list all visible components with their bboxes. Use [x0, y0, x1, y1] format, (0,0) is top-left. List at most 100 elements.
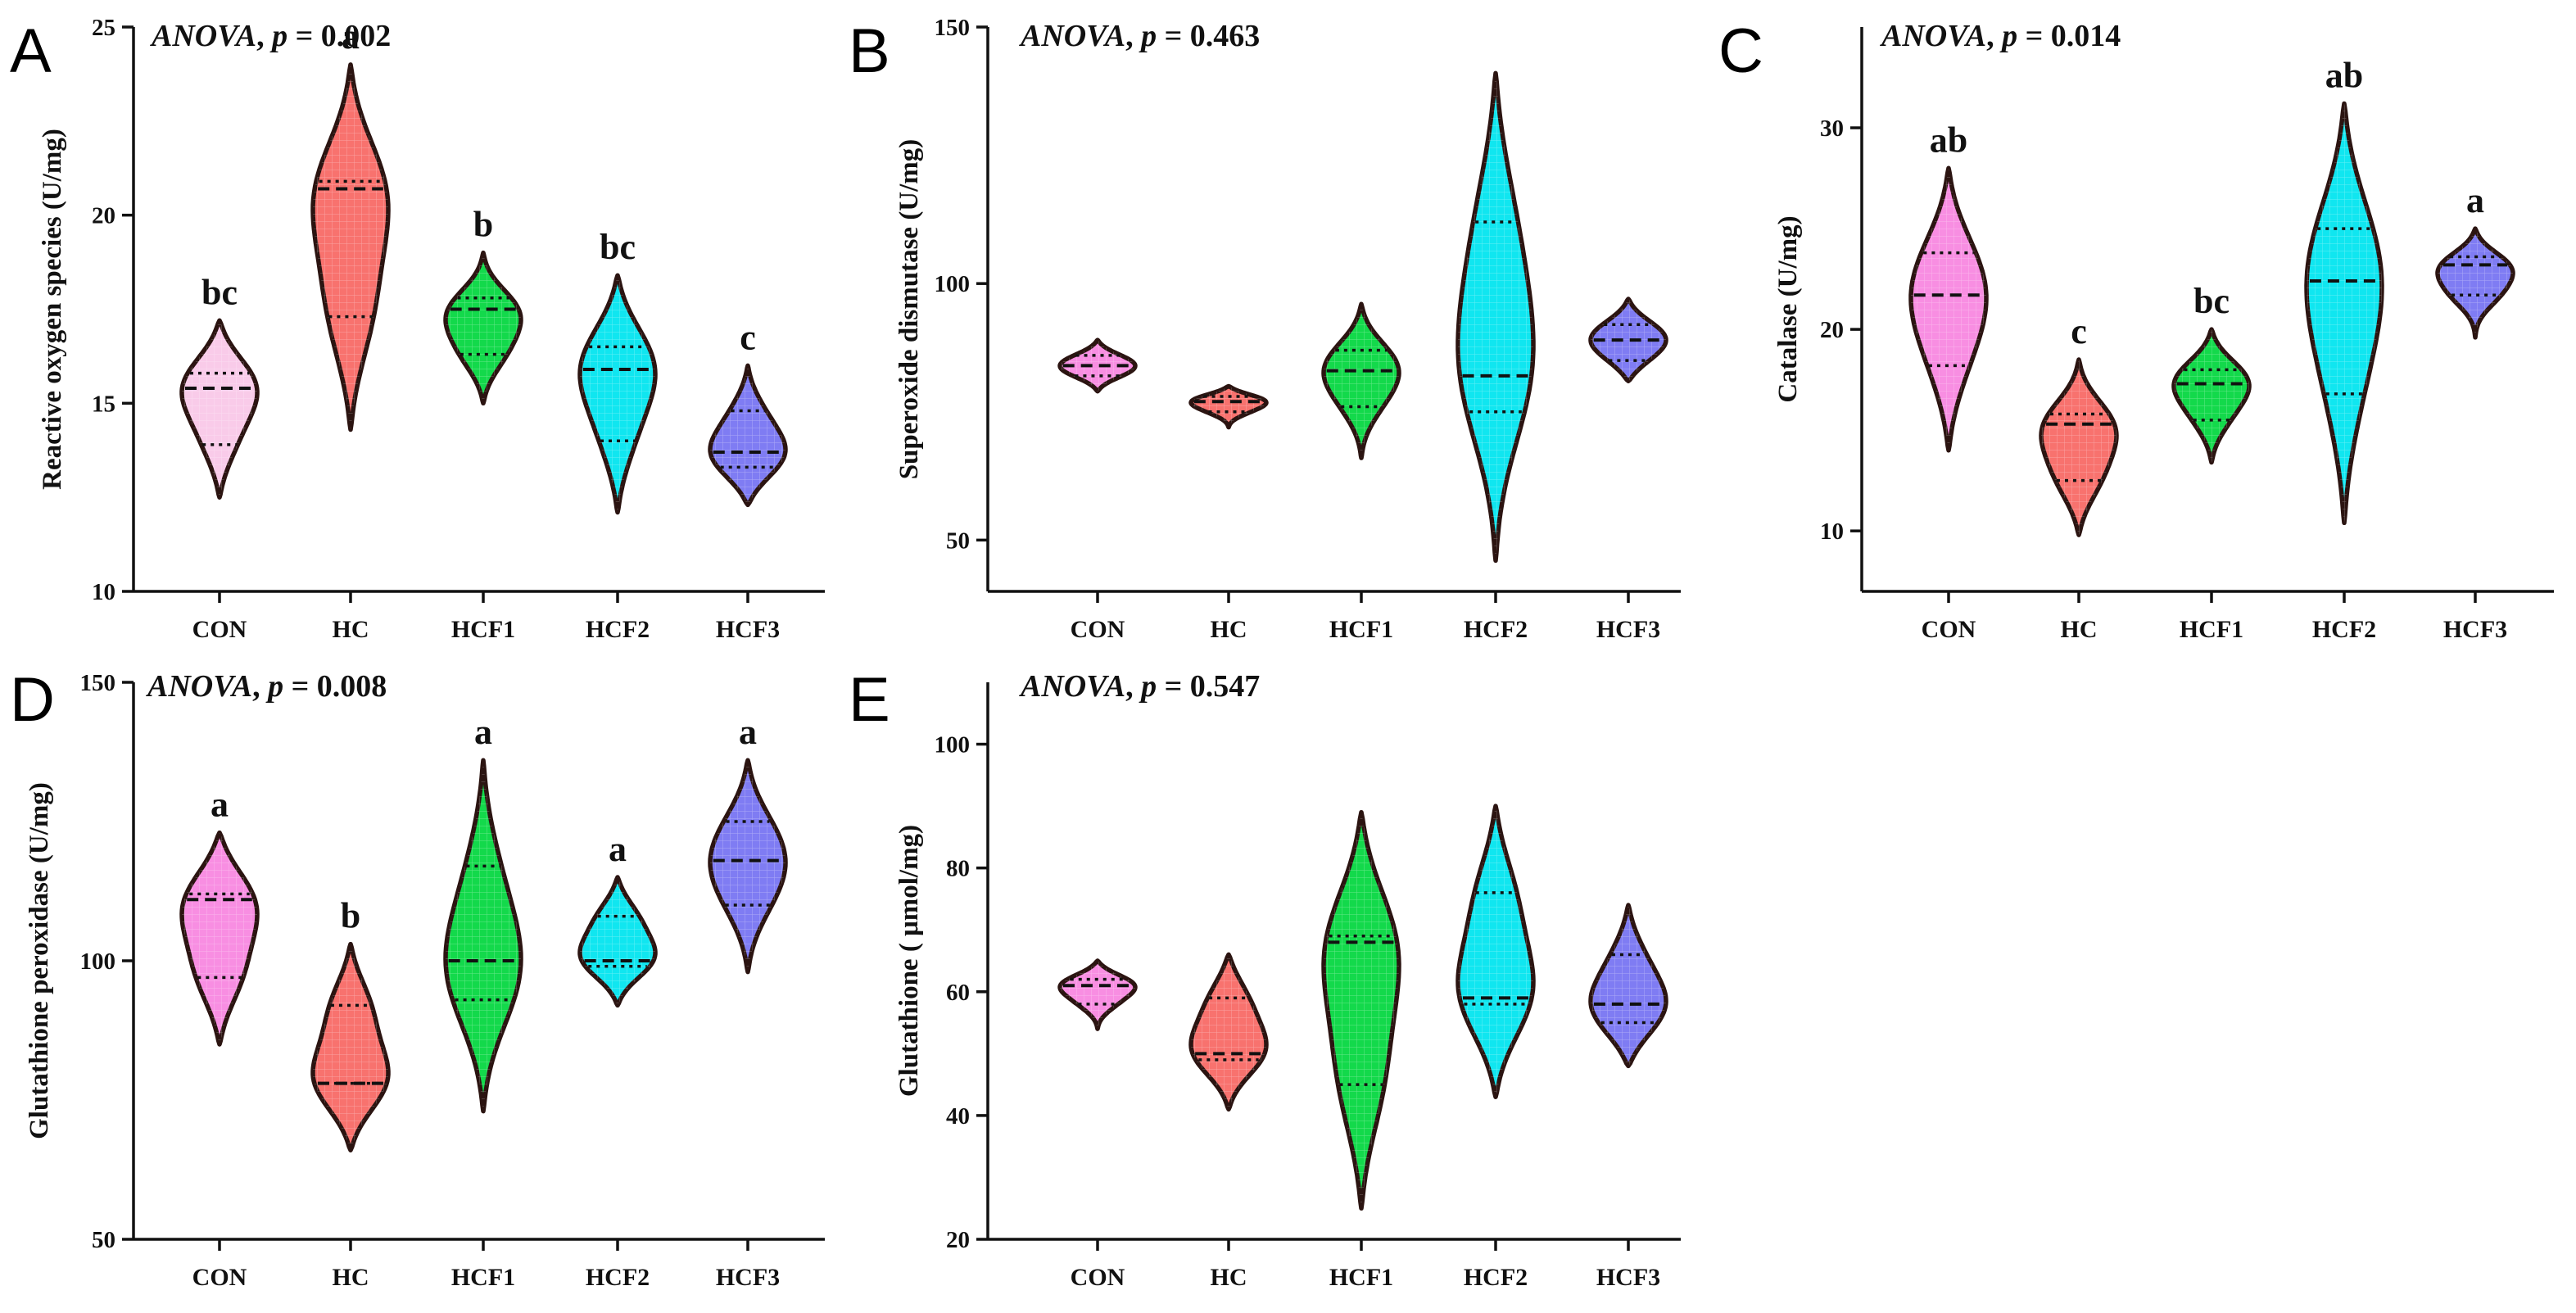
- anova-separator: ,: [1986, 19, 2002, 53]
- x-tick-label: HC: [1211, 616, 1247, 643]
- x-tick-label: HCF3: [716, 1264, 780, 1291]
- anova-p-symbol: p: [1139, 19, 1157, 53]
- panel-e: E ANOVA, p = 0.547 20 40 60 80 100 Glutathione …: [849, 665, 1681, 1291]
- anova-p-symbol: p: [1139, 669, 1157, 704]
- violin-texture: [1060, 961, 1135, 1030]
- significance-letter: a: [342, 16, 360, 57]
- x-tick-label: HCF3: [1596, 1264, 1660, 1291]
- violin-texture: [1458, 806, 1533, 1098]
- x-tick-label: HC: [333, 616, 369, 643]
- violin-texture: [446, 760, 521, 1112]
- violin-hcf3: [1588, 903, 1668, 1069]
- panel-a: A ANOVA, p = 0.002 10 15 20 25 Reactive oxygen…: [10, 15, 825, 643]
- significance-letter: ab: [1930, 120, 1967, 160]
- violin-texture: [1911, 168, 1986, 450]
- anova-p-value: = 0.008: [283, 669, 387, 704]
- x-tick-label: HCF2: [1464, 1264, 1528, 1291]
- y-axis-label: Reactive oxygen species (U/mg): [38, 129, 67, 490]
- panel-letter: C: [1718, 16, 1763, 86]
- y-axis-label: Catalase (U/mg): [1773, 215, 1803, 402]
- x-tick-label: HC: [333, 1264, 369, 1291]
- anova-p-value: = 0.002: [287, 19, 391, 53]
- significance-letter: a: [474, 712, 492, 752]
- violin-hcf3: a: [2435, 180, 2515, 340]
- violin-texture: [182, 320, 257, 498]
- violin-hcf3: [1588, 297, 1668, 383]
- violin-hcf1: [1321, 301, 1401, 460]
- anova-p-symbol: p: [269, 19, 287, 53]
- violin-texture: [1591, 905, 1666, 1066]
- violin-texture: [2438, 229, 2513, 337]
- y-tick-label: 10: [1820, 518, 1844, 545]
- x-tick-label: HCF3: [1596, 616, 1660, 643]
- anova-test-name: ANOVA: [1880, 19, 1986, 53]
- anova-p-value: = 0.463: [1157, 19, 1260, 53]
- anova-label: ANOVA, p = 0.547: [1019, 669, 1260, 704]
- anova-separator: ,: [252, 669, 268, 704]
- violin-texture: [1191, 954, 1266, 1110]
- x-tick-label: CON: [1071, 1264, 1125, 1291]
- violin-texture: [1191, 386, 1266, 428]
- y-tick-label: 50: [946, 527, 970, 554]
- x-tick-label: HCF2: [586, 616, 650, 643]
- y-tick-label: 40: [946, 1103, 970, 1130]
- x-tick-label: HCF1: [1329, 1264, 1393, 1291]
- panel-letter: A: [10, 16, 52, 86]
- x-tick-label: CON: [192, 616, 247, 643]
- violin-con: bc: [179, 272, 260, 500]
- violin-hcf2: a: [577, 829, 658, 1008]
- panel-d: D ANOVA, p = 0.008 50 100 150 Glutathione per…: [10, 665, 825, 1291]
- y-tick-label: 20: [1820, 317, 1844, 343]
- anova-label: ANOVA, p = 0.008: [146, 669, 387, 704]
- panel-letter: B: [849, 16, 890, 86]
- x-tick-label: HCF3: [2443, 616, 2507, 643]
- violin-hc: [1188, 952, 1269, 1112]
- violin-texture: [446, 252, 521, 404]
- violin-texture: [1060, 340, 1135, 392]
- violin-texture: [313, 64, 388, 430]
- x-tick-label: HC: [1211, 1264, 1247, 1291]
- y-tick-label: 60: [946, 980, 970, 1006]
- y-tick-label: 50: [92, 1227, 115, 1253]
- violin-hcf1: [1321, 809, 1401, 1211]
- violin-hcf1: a: [443, 712, 523, 1114]
- y-axis-label: Superoxide dismutase (U/mg): [894, 139, 924, 480]
- violin-hcf2: [1456, 804, 1536, 1099]
- y-tick-label: 80: [946, 856, 970, 882]
- significance-letter: ab: [2325, 56, 2363, 96]
- violin-texture: [2041, 360, 2116, 536]
- y-tick-label: 15: [92, 391, 115, 417]
- significance-letter: b: [473, 205, 493, 245]
- violin-texture: [1324, 812, 1399, 1209]
- violin-con: [1057, 958, 1138, 1031]
- y-tick-label: 100: [80, 949, 116, 975]
- violin-hcf2: bc: [577, 227, 658, 515]
- y-tick-label: 20: [92, 203, 115, 229]
- significance-letter: bc: [201, 272, 238, 312]
- anova-test-name: ANOVA: [1019, 19, 1125, 53]
- panels: A ANOVA, p = 0.002 10 15 20 25 Reactive oxygen…: [10, 15, 2554, 1291]
- panel-letter: E: [849, 665, 890, 735]
- x-tick-label: HCF2: [1464, 616, 1528, 643]
- violin-texture: [1324, 304, 1399, 459]
- x-tick-label: HCF1: [451, 616, 515, 643]
- anova-p-symbol: p: [1999, 19, 2017, 53]
- x-tick-label: HCF1: [2180, 616, 2243, 643]
- significance-letter: c: [2071, 311, 2087, 351]
- anova-label: ANOVA, p = 0.014: [1880, 19, 2121, 53]
- significance-letter: bc: [600, 227, 636, 267]
- x-tick-label: HCF1: [451, 1264, 515, 1291]
- x-tick-label: HC: [2061, 616, 2098, 643]
- anova-p-value: = 0.014: [2017, 19, 2121, 53]
- anova-p-symbol: p: [265, 669, 283, 704]
- x-tick-label: HCF3: [716, 616, 780, 643]
- violin-hcf1: bc: [2171, 281, 2252, 465]
- y-tick-label: 100: [935, 271, 971, 297]
- violin-texture: [710, 365, 785, 505]
- significance-letter: a: [2466, 180, 2484, 220]
- violin-texture: [182, 832, 257, 1044]
- significance-letter: c: [740, 317, 756, 357]
- anova-separator: ,: [1125, 669, 1141, 704]
- significance-letter: a: [211, 785, 229, 825]
